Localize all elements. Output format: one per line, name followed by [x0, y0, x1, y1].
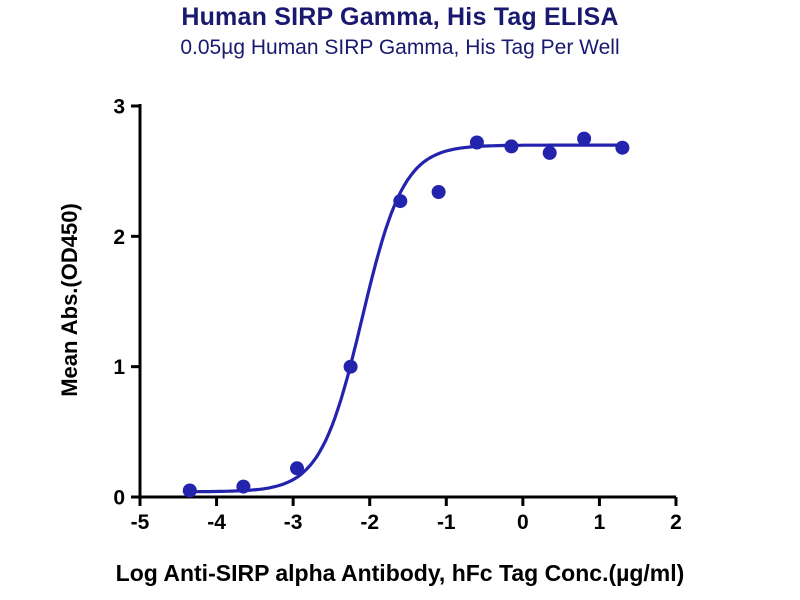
data-point — [343, 359, 358, 374]
y-tick-label: 2 — [113, 226, 125, 249]
fit-curve — [182, 143, 626, 494]
data-point — [431, 185, 446, 199]
data-point — [393, 194, 408, 209]
x-tick-label: -1 — [437, 511, 456, 534]
y-tick-label: 0 — [113, 487, 125, 510]
x-tick-label: -2 — [360, 511, 379, 534]
chart-title: Human SIRP Gamma, His Tag ELISA — [181, 3, 619, 31]
data-point — [290, 461, 304, 476]
x-axis-label: Log Anti-SIRP alpha Antibody, hFc Tag Co… — [115, 560, 685, 586]
x-tick-label: 1 — [594, 511, 606, 534]
x-tick-label: -5 — [131, 511, 150, 534]
data-point — [469, 135, 484, 150]
data-point — [615, 140, 630, 155]
data-point — [182, 483, 197, 498]
axes — [138, 104, 676, 499]
y-tick-label: 3 — [113, 96, 125, 119]
data-point — [236, 479, 251, 494]
x-tick-label: -4 — [207, 511, 226, 534]
data-point — [577, 131, 592, 146]
x-tick-label: 0 — [517, 511, 529, 534]
x-tick-label: -3 — [284, 511, 303, 534]
data-point — [504, 139, 519, 154]
x-tick-label: 2 — [670, 511, 682, 534]
data-point — [542, 145, 557, 160]
chart-subtitle: 0.05µg Human SIRP Gamma, His Tag Per Wel… — [180, 36, 620, 59]
y-tick-label: 1 — [113, 356, 125, 379]
